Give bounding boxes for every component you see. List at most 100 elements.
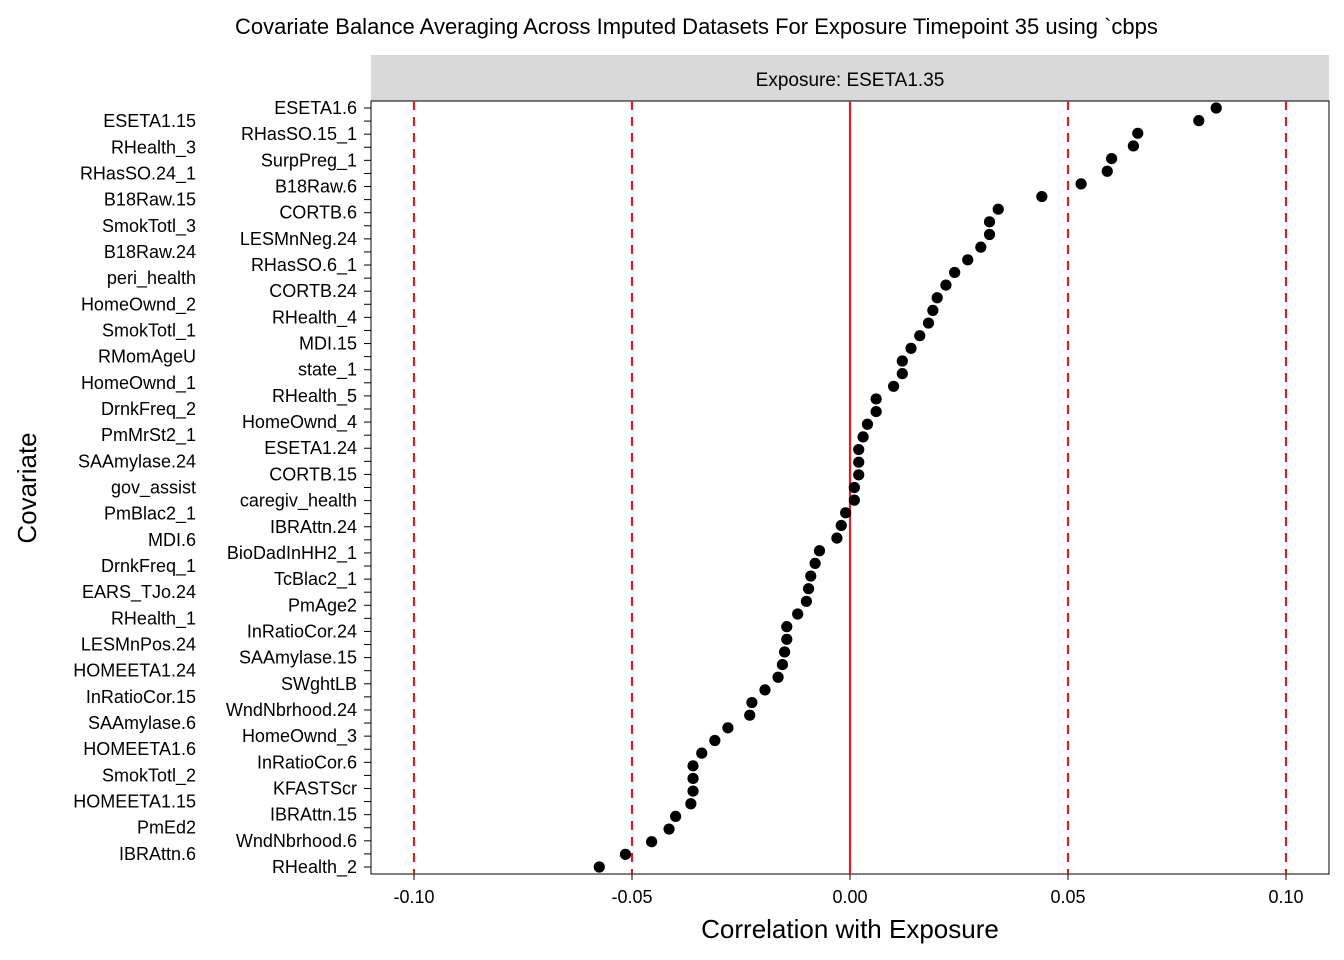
y-tick-label: RHealth_5	[272, 386, 357, 407]
data-point	[840, 507, 852, 519]
y-tick-label: HomeOwnd_2	[81, 294, 196, 315]
data-point	[759, 684, 771, 696]
y-tick-label: peri_health	[107, 268, 196, 289]
y-tick-label: IBRAttn.6	[119, 844, 196, 864]
y-tick-label: RHasSO.24_1	[80, 163, 196, 184]
y-tick-label: HOMEETA1.15	[73, 792, 196, 812]
y-tick-label: caregiv_health	[240, 491, 357, 512]
data-point	[696, 747, 708, 759]
data-point	[927, 304, 939, 316]
data-point	[687, 785, 699, 797]
y-tick-label: SWghtLB	[281, 674, 357, 694]
data-point	[896, 355, 908, 367]
y-tick-label: WndNbrhood.24	[226, 700, 357, 720]
y-tick-label: HomeOwnd_4	[242, 412, 357, 433]
data-point	[914, 330, 926, 342]
y-tick-label: MDI.6	[148, 530, 196, 550]
data-point	[962, 254, 974, 266]
chart-title: Covariate Balance Averaging Across Imput…	[235, 14, 1158, 39]
x-tick-label: 0.00	[832, 887, 867, 907]
y-tick-label: InRatioCor.15	[86, 687, 196, 707]
x-tick-label: 0.10	[1268, 887, 1303, 907]
data-point	[593, 861, 605, 873]
y-tick-label: RHealth_2	[272, 857, 357, 878]
data-point	[949, 266, 961, 279]
y-tick-label: BioDadInHH2_1	[227, 543, 357, 564]
y-tick-label: gov_assist	[111, 478, 196, 499]
y-tick-label: WndNbrhood.6	[236, 831, 357, 851]
data-point	[861, 418, 874, 430]
y-tick-label: RHealth_1	[111, 608, 196, 629]
y-tick-label: PmBlac2_1	[104, 504, 196, 525]
x-axis: -0.10 -0.05 0.00 0.05 0.10	[393, 874, 1304, 907]
data-point	[805, 570, 817, 582]
y-tick-label: SAAmylase.15	[239, 648, 357, 668]
y-axis-title: Covariate	[12, 432, 42, 543]
x-tick-label: -0.05	[611, 887, 652, 907]
data-point	[1210, 102, 1222, 114]
y-tick-label: LESMnNeg.24	[240, 229, 357, 249]
data-point	[853, 443, 865, 456]
y-tick-label: HomeOwnd_3	[242, 726, 357, 747]
x-axis-title: Correlation with Exposure	[701, 914, 999, 944]
data-point	[1193, 115, 1205, 127]
y-tick-label: B18Raw.24	[104, 242, 196, 262]
data-point	[1036, 190, 1048, 203]
data-point	[888, 380, 900, 392]
y-tick-label: SmokTotl_2	[102, 765, 196, 786]
data-point	[646, 836, 658, 848]
y-tick-label: CORTB.15	[269, 464, 357, 484]
data-point	[802, 583, 815, 595]
y-tick-label: HOMEETA1.6	[83, 739, 196, 759]
y-tick-label: RHasSO.15_1	[241, 124, 357, 145]
y-tick-label: PmEd2	[137, 818, 196, 838]
data-point	[870, 406, 882, 418]
x-tick-label: -0.10	[393, 887, 434, 907]
y-tick-label: RHasSO.6_1	[251, 255, 357, 276]
y-tick-label: B18Raw.6	[275, 177, 357, 197]
data-point	[663, 823, 675, 835]
y-tick-label: state_1	[298, 360, 357, 381]
y-axis: ESETA1.6 ESETA1.15 RHasSO.15_1 RHealth_3 Sur…	[73, 98, 371, 878]
data-point	[670, 810, 682, 823]
data-point	[1127, 140, 1139, 152]
data-point	[853, 469, 865, 481]
y-tick-label: PmAge2	[288, 595, 357, 615]
data-point	[975, 241, 987, 253]
data-point	[835, 519, 847, 532]
data-point	[831, 532, 843, 544]
y-tick-label: KFASTScr	[273, 778, 357, 798]
data-point	[709, 734, 721, 747]
data-point	[940, 279, 952, 291]
y-tick-label: ESETA1.24	[264, 438, 357, 458]
data-points	[593, 102, 1222, 873]
data-point	[922, 317, 935, 329]
y-tick-label: CORTB.24	[269, 281, 357, 301]
y-tick-label: DrnkFreq_2	[101, 399, 196, 420]
y-tick-label: MDI.15	[299, 334, 357, 354]
y-tick-label: EARS_TJo.24	[82, 582, 196, 603]
data-point	[792, 608, 804, 620]
data-point	[776, 659, 789, 671]
facet-label: Exposure: ESETA1.35	[756, 70, 945, 91]
y-tick-label: SmokTotl_3	[102, 216, 196, 237]
y-tick-label: ESETA1.15	[103, 111, 196, 131]
y-tick-label: PmMrSt2_1	[101, 425, 196, 446]
data-point	[809, 557, 821, 570]
y-tick-label: HOMEETA1.24	[73, 661, 196, 681]
y-tick-label: SurpPreg_1	[261, 150, 357, 171]
data-point	[848, 481, 860, 494]
y-tick-label: TcBlac2_1	[274, 569, 357, 590]
y-tick-label: ESETA1.6	[274, 98, 357, 118]
y-tick-label: IBRAttn.24	[270, 517, 357, 537]
data-point	[746, 696, 758, 709]
y-tick-label: InRatioCor.6	[257, 752, 357, 772]
y-tick-label: RHealth_4	[272, 307, 357, 328]
data-point	[853, 456, 865, 468]
data-point	[905, 342, 917, 354]
y-tick-label: RMomAgeU	[98, 347, 196, 367]
y-tick-label: HomeOwnd_1	[81, 373, 196, 394]
data-point	[1101, 165, 1113, 177]
facet-strip	[371, 55, 1329, 101]
